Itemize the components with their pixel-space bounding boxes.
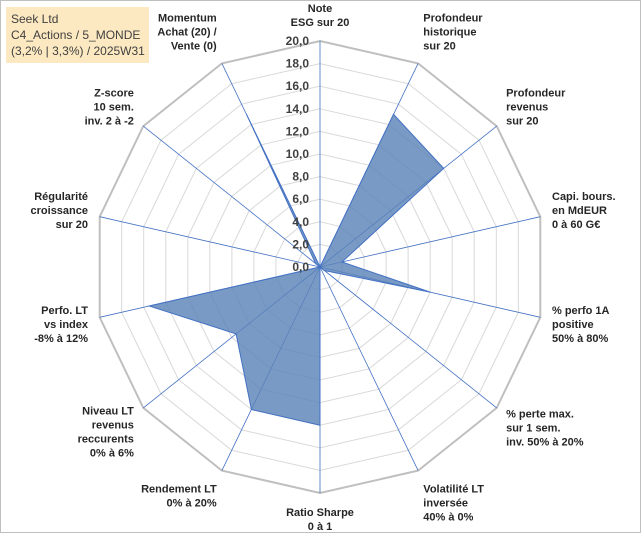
category-label: Rendement LT 0% à 20%	[141, 483, 217, 509]
category-label-line: historique	[423, 27, 476, 39]
category-label: Profondeur historique sur 20	[423, 13, 483, 53]
category-label: Niveau LT revenus reccurents 0% à 6%	[78, 405, 135, 459]
axis-spoke	[319, 266, 497, 409]
category-label-line: en MdEUR	[552, 205, 607, 217]
category-label-line: reccurents	[78, 433, 134, 445]
tick-label: 4,0	[292, 215, 309, 229]
tick-layer: 0,0 2,0 4,0 6,0 8,0 10,0 12,0 14,0 16,0 18,0 20,0	[286, 34, 310, 274]
category-label: Capi. bours. en MdEUR 0 à 60 G€	[552, 191, 616, 231]
category-label-line: vs index	[44, 319, 89, 331]
axis-spoke	[319, 266, 419, 471]
category-label-line: ESG sur 20	[291, 17, 350, 29]
label-layer: Note ESG sur 20 Profondeur historique sur 20…	[31, 3, 616, 533]
tick-label: 20,0	[286, 34, 310, 48]
category-label-line: 0 à 60 G€	[552, 219, 600, 231]
category-label-line: Momentum	[158, 13, 217, 25]
category-label-line: Volatilité LT	[423, 483, 484, 495]
tick-label: 6,0	[292, 192, 309, 206]
category-label: Profondeur revenus sur 20	[506, 88, 566, 128]
category-label-line: sur 20	[423, 41, 455, 53]
category-label-line: inversée	[423, 497, 468, 509]
category-label-line: sur 1 sem.	[506, 422, 560, 434]
series-layer	[147, 113, 445, 426]
category-label-line: Perfo. LT	[41, 305, 88, 317]
tick-label: 18,0	[286, 57, 310, 71]
category-label: Régularité croissance sur 20	[31, 191, 88, 231]
series-area	[147, 113, 445, 426]
category-label-line: 0% à 6%	[90, 447, 134, 459]
info-box: Seek Ltd C4_Actions / 5_MONDE (3,2% | 3,…	[6, 7, 149, 63]
category-label-line: revenus	[506, 102, 548, 114]
tick-label: 14,0	[286, 102, 310, 116]
category-label-line: positive	[552, 319, 594, 331]
category-label-line: Ratio Sharpe	[286, 507, 354, 519]
category-label-line: inv. 2 à -2	[85, 116, 134, 128]
category-label-line: Z-score	[94, 88, 134, 100]
axis-spoke	[319, 216, 541, 268]
category-label-line: Niveau LT	[82, 405, 134, 417]
tick-label: 12,0	[286, 124, 310, 138]
category-label: Volatilité LT inversée 40% à 0%	[423, 483, 484, 523]
category-label: % perfo 1A positive 50% à 80%	[552, 305, 610, 345]
category-label-line: 50% à 80%	[552, 333, 608, 345]
category-label-line: Vente (0)	[171, 41, 217, 53]
category-label: % perte max. sur 1 sem. inv. 50% à 20%	[506, 408, 584, 448]
category-label-line: sur 20	[56, 219, 88, 231]
tick-label: 0,0	[292, 260, 309, 274]
category-label-line: 0% à 20%	[167, 497, 217, 509]
axis-spoke	[99, 216, 321, 268]
category-label-line: Achat (20) /	[157, 27, 216, 39]
category-label-line: 0 à 1	[308, 521, 332, 533]
category-label: Perfo. LT vs index -8% à 12%	[34, 305, 89, 345]
category-label-line: 10 sem.	[94, 102, 134, 114]
category-label-line: inv. 50% à 20%	[506, 436, 584, 448]
info-line-period: (3,2% | 3,3%) / 2025W31	[11, 44, 145, 58]
category-label-line: % perfo 1A	[552, 305, 610, 317]
category-label-line: Capi. bours.	[552, 191, 616, 203]
category-label-line: 40% à 0%	[423, 511, 473, 523]
info-line-title: Seek Ltd	[11, 12, 59, 26]
tick-label: 10,0	[286, 147, 310, 161]
tick-label: 2,0	[292, 237, 309, 251]
category-label: Ratio Sharpe 0 à 1	[286, 507, 354, 533]
category-label-line: -8% à 12%	[34, 333, 88, 345]
tick-label: 16,0	[286, 79, 310, 93]
category-label-line: Rendement LT	[141, 483, 217, 495]
category-label: Momentum Achat (20) / Vente (0)	[157, 13, 217, 53]
category-label: Z-score 10 sem. inv. 2 à -2	[85, 88, 134, 128]
category-label-line: Profondeur	[423, 13, 483, 25]
category-label-line: croissance	[31, 205, 88, 217]
info-line-universe: C4_Actions / 5_MONDE	[11, 28, 141, 42]
category-label-line: Note	[308, 3, 332, 15]
category-label-line: Profondeur	[506, 88, 566, 100]
axis-spoke	[143, 125, 321, 268]
category-label-line: sur 20	[506, 116, 538, 128]
category-label-line: Régularité	[34, 191, 88, 203]
category-label: Note ESG sur 20	[291, 3, 350, 29]
category-label-line: revenus	[92, 419, 134, 431]
category-label-line: % perte max.	[506, 408, 574, 420]
tick-label: 8,0	[292, 170, 309, 184]
